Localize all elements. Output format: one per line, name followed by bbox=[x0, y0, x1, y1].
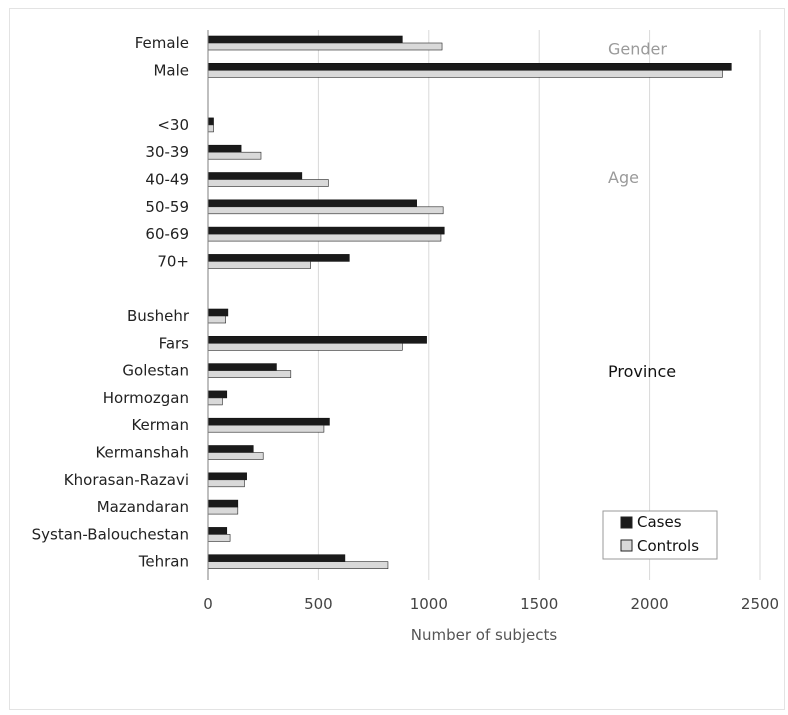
category-label: Systan-Balouchestan bbox=[32, 525, 189, 543]
bar-cases bbox=[207, 363, 277, 371]
bar-cases bbox=[207, 335, 427, 344]
bar-controls bbox=[207, 179, 329, 187]
bar-controls bbox=[207, 479, 245, 488]
bar-controls bbox=[207, 70, 723, 78]
bar-cases bbox=[207, 172, 303, 180]
bar-controls bbox=[207, 42, 443, 51]
bar-controls bbox=[207, 342, 403, 351]
x-tick-label: 2000 bbox=[631, 595, 669, 613]
legend-swatch-controls bbox=[620, 539, 633, 552]
category-label: 40-49 bbox=[145, 171, 189, 189]
bar-controls bbox=[207, 233, 442, 242]
x-tick-label: 0 bbox=[203, 595, 213, 613]
category-label: Kerman bbox=[131, 416, 189, 434]
category-label: Mazandaran bbox=[97, 498, 189, 516]
x-tick-label: 500 bbox=[304, 595, 333, 613]
category-label: 70+ bbox=[157, 252, 189, 270]
bar-controls bbox=[207, 124, 214, 133]
category-label: Female bbox=[135, 34, 189, 52]
bar-cases bbox=[207, 308, 229, 317]
x-tick-label: 2500 bbox=[741, 595, 779, 613]
chart-frame bbox=[9, 8, 785, 710]
bar-cases bbox=[207, 199, 417, 208]
x-axis-title: Number of subjects bbox=[411, 626, 558, 644]
legend: Cases Controls bbox=[602, 510, 718, 560]
group-label: Gender bbox=[608, 40, 667, 59]
category-label: 30-39 bbox=[145, 143, 189, 161]
x-tick-label: 1000 bbox=[410, 595, 448, 613]
bar-controls bbox=[207, 261, 311, 269]
bar-cases bbox=[207, 499, 239, 508]
bar-controls bbox=[207, 151, 262, 160]
bar-controls bbox=[207, 397, 223, 406]
bar-cases bbox=[207, 472, 247, 481]
bar-cases bbox=[207, 35, 403, 44]
bar-cases bbox=[207, 417, 330, 426]
x-tick-label: 1500 bbox=[520, 595, 558, 613]
legend-label-controls: Controls bbox=[637, 537, 699, 555]
category-label: Tehran bbox=[138, 553, 189, 571]
bar-cases bbox=[207, 527, 228, 535]
bar-controls bbox=[207, 370, 292, 378]
bar-controls bbox=[207, 315, 226, 324]
category-label: 60-69 bbox=[145, 225, 189, 243]
bar-controls bbox=[207, 206, 444, 215]
bar-cases bbox=[207, 144, 242, 153]
bar-cases bbox=[207, 62, 732, 71]
bar-controls bbox=[207, 452, 264, 460]
category-label: 50-59 bbox=[145, 198, 189, 216]
bar-controls bbox=[207, 561, 389, 570]
category-label: Bushehr bbox=[127, 307, 190, 325]
bar-controls bbox=[207, 506, 239, 515]
legend-swatch-cases bbox=[620, 516, 633, 529]
category-label: Kermanshah bbox=[95, 444, 189, 462]
category-label: Golestan bbox=[122, 362, 189, 380]
group-label: Province bbox=[608, 362, 676, 381]
bar-cases bbox=[207, 390, 228, 399]
bar-cases bbox=[207, 254, 350, 262]
bar-cases bbox=[207, 117, 214, 126]
group-label: Age bbox=[608, 168, 639, 187]
bar-controls bbox=[207, 534, 231, 542]
category-label: Male bbox=[153, 61, 189, 79]
bar-cases bbox=[207, 554, 346, 563]
bar-cases bbox=[207, 226, 445, 235]
legend-label-cases: Cases bbox=[637, 513, 682, 531]
category-label: Hormozgan bbox=[103, 389, 189, 407]
category-label: Fars bbox=[159, 334, 190, 352]
category-label: <30 bbox=[157, 116, 189, 134]
bar-controls bbox=[207, 424, 325, 433]
category-label: Khorasan-Razavi bbox=[64, 471, 189, 489]
bar-cases bbox=[207, 445, 254, 453]
